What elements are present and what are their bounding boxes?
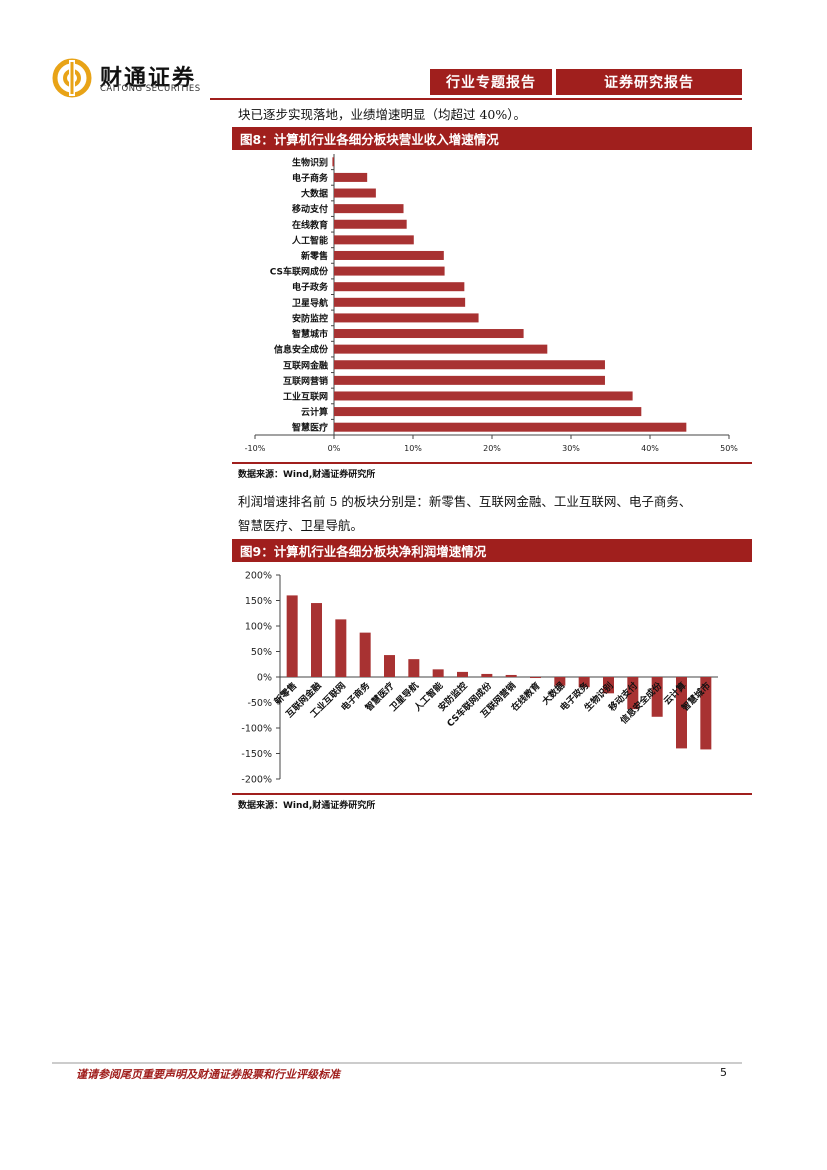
header-tag-industry-report: 行业专题报告: [430, 69, 552, 95]
category-label: 生物识别: [292, 156, 328, 168]
body-paragraph-2-line-2: 智慧医疗、卫星导航。: [238, 518, 364, 533]
y-tick-label: 0%: [257, 673, 272, 684]
y-tick-label: 100%: [245, 622, 272, 633]
x-tick-label: -10%: [245, 444, 266, 453]
bar: [700, 677, 712, 750]
category-label: 新零售: [301, 250, 328, 262]
y-tick-label: -100%: [241, 724, 272, 735]
bar: [530, 677, 541, 679]
header-tag-securities-research: 证券研究报告: [556, 69, 742, 95]
figure8-source: 数据来源：Wind,财通证券研究所: [238, 470, 376, 480]
bar: [505, 674, 517, 677]
bar: [408, 659, 420, 677]
bar: [334, 297, 466, 307]
caitong-logo-icon: [52, 58, 92, 98]
y-tick-label: -50%: [247, 698, 272, 709]
bar: [334, 360, 605, 370]
bar: [651, 677, 663, 717]
bar: [578, 677, 590, 688]
logo-english-name: CAITONG SECURITIES: [100, 84, 201, 94]
bar: [334, 344, 548, 354]
bar: [332, 157, 334, 167]
bar: [334, 282, 465, 292]
bar: [334, 235, 414, 245]
x-tick-label: 0%: [328, 444, 341, 453]
figure9-source: 数据来源：Wind,财通证券研究所: [238, 801, 376, 811]
bar: [334, 219, 407, 229]
page-number: 5: [720, 1066, 727, 1079]
y-tick-label: 150%: [245, 596, 272, 607]
x-tick-label: 10%: [404, 444, 422, 453]
bar: [457, 671, 468, 677]
y-tick-label: -150%: [241, 749, 272, 760]
figure8-title: 图8：计算机行业各细分板块营业收入增速情况: [232, 127, 752, 150]
y-tick-label: 50%: [251, 647, 272, 658]
bar: [334, 266, 445, 276]
logo-chinese-name: 财通证券: [100, 65, 197, 91]
category-label: 电子商务: [292, 172, 329, 184]
x-tick-label: 20%: [483, 444, 501, 453]
y-tick-label: 200%: [245, 571, 272, 582]
figure9-title: 图9：计算机行业各细分板块净利润增速情况: [232, 539, 752, 562]
bar: [334, 329, 524, 339]
category-label: 移动支付: [292, 203, 328, 215]
footer-disclaimer: 谨请参阅尾页重要声明及财通证券股票和行业评级标准: [76, 1068, 340, 1081]
bar: [554, 677, 566, 686]
x-tick-label: 50%: [720, 444, 738, 453]
bar: [334, 313, 479, 323]
bar: [334, 375, 605, 385]
figure9-net-profit-growth-bar-chart: 200%150%100%50%0%-50%-100%-150%-200%新零售互…: [241, 571, 718, 786]
category-label: 大数据: [301, 188, 328, 200]
body-paragraph-1: 块已逐步实现落地，业绩增速明显（均超过 40%）。: [238, 107, 527, 122]
category-label: 人工智能: [291, 234, 328, 246]
bar: [311, 603, 322, 677]
bar: [676, 677, 687, 749]
bar: [481, 673, 493, 677]
bar: [286, 595, 298, 677]
bar: [334, 407, 642, 417]
category-label: 智慧医疗: [292, 422, 328, 434]
category-label: 安防监控: [292, 312, 328, 324]
x-tick-label: 40%: [641, 444, 659, 453]
bar: [432, 669, 444, 677]
header-divider: [210, 98, 742, 100]
bar: [359, 632, 371, 677]
bar: [334, 391, 633, 401]
category-label: CS车联网成份: [270, 266, 329, 278]
bar: [334, 422, 687, 432]
footer-divider: [52, 1062, 742, 1064]
body-paragraph-2-line-1: 利润增速排名前 5 的板块分别是：新零售、互联网金融、工业互联网、电子商务、: [238, 494, 692, 509]
y-tick-label: -200%: [241, 775, 272, 786]
bar: [334, 250, 444, 260]
bar: [334, 188, 376, 198]
bar: [627, 677, 639, 710]
category-label: 智慧城市: [292, 328, 328, 340]
bar: [334, 172, 368, 182]
figure8-bottom-rule: [232, 462, 752, 464]
category-label: 工业互联网: [283, 390, 328, 402]
category-label: 互联网营销: [283, 375, 328, 387]
x-tick-label: 30%: [562, 444, 580, 453]
category-label: 电子政务: [292, 281, 329, 293]
figure8-revenue-growth-bar-chart: -10% 0% 10% 20% 30% 40% 50% 生物识别电子商务大数据移动支付在线教育…: [245, 154, 738, 453]
category-label: 云计算: [301, 406, 328, 418]
category-label: 卫星导航: [292, 297, 328, 309]
category-label: 在线教育: [292, 219, 328, 231]
category-label: 信息安全成份: [274, 344, 329, 356]
bar: [603, 677, 614, 694]
bar: [334, 204, 404, 214]
figure9-bottom-rule: [232, 793, 752, 795]
bar: [335, 619, 347, 677]
bar: [384, 655, 395, 677]
category-label: 互联网金融: [283, 359, 328, 371]
